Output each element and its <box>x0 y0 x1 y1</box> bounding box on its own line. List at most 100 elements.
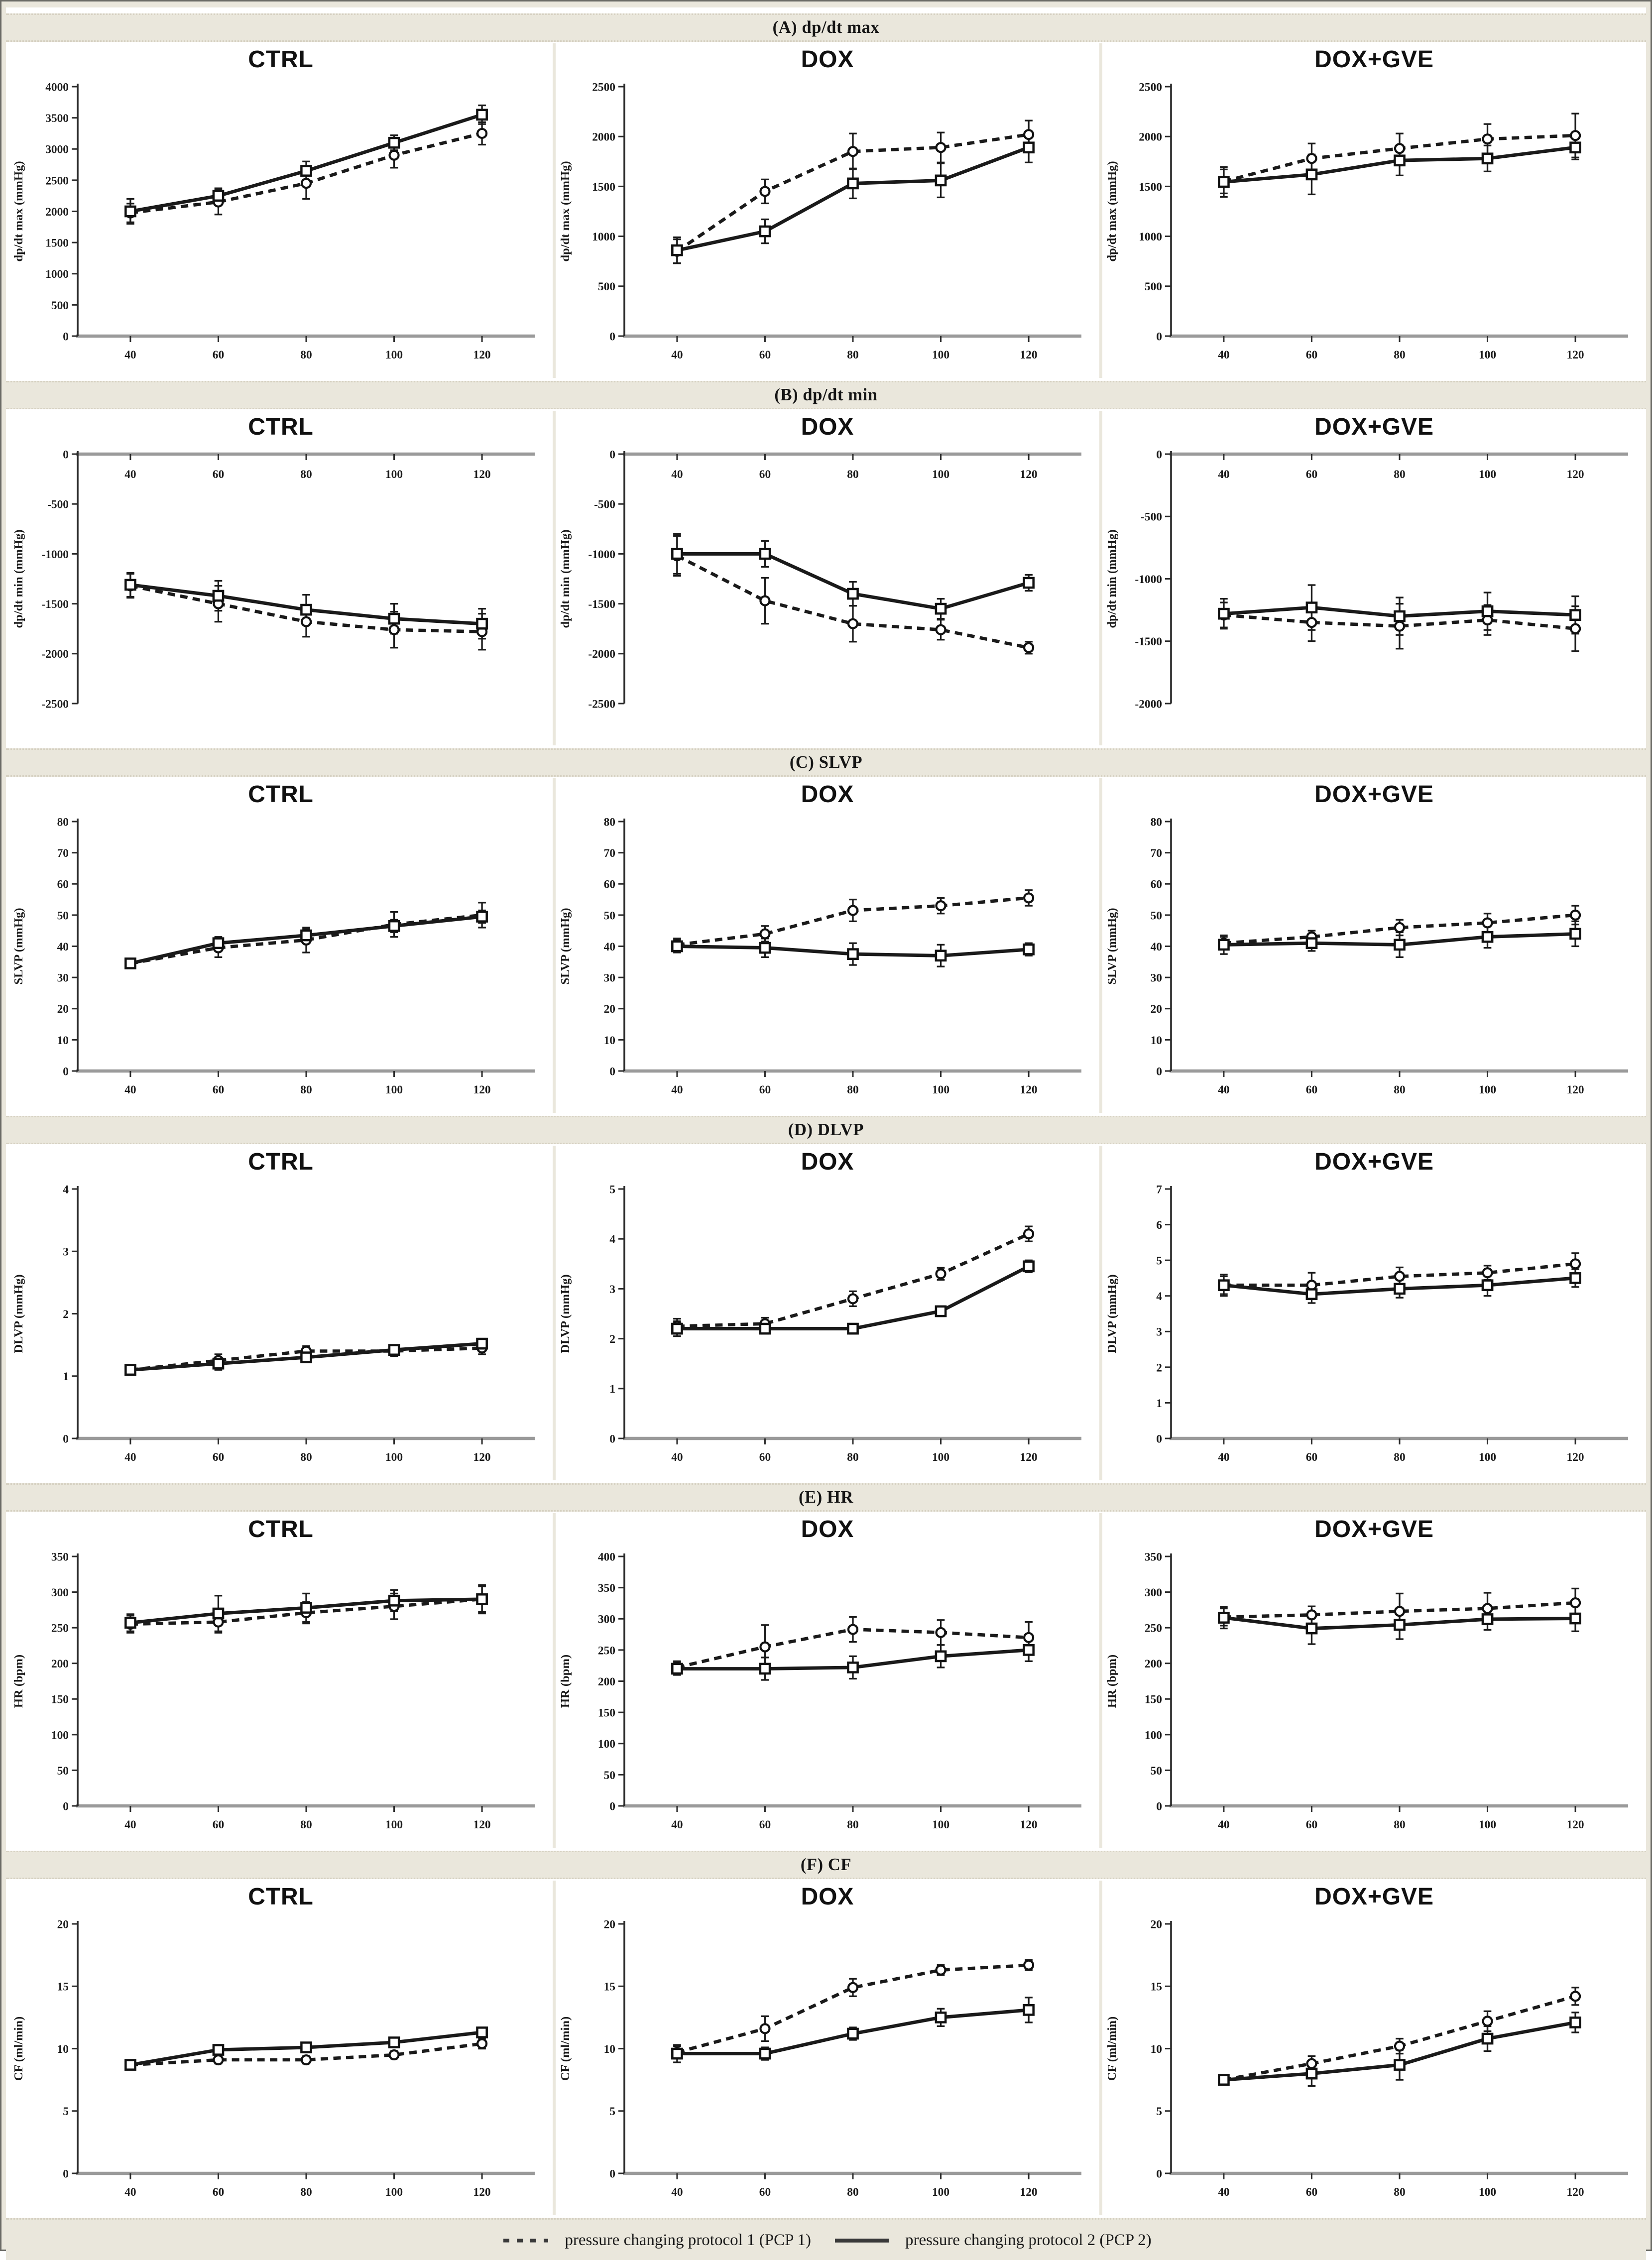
section-title-E: (E) HR <box>799 1488 853 1507</box>
svg-text:20: 20 <box>604 1918 615 1931</box>
group-title-DOX: DOX <box>801 783 854 808</box>
svg-text:2500: 2500 <box>45 174 69 187</box>
svg-text:-1000: -1000 <box>41 548 69 561</box>
svg-text:120: 120 <box>1567 1451 1584 1464</box>
svg-text:1000: 1000 <box>45 268 69 281</box>
svg-text:300: 300 <box>1145 1586 1162 1599</box>
svg-text:40: 40 <box>1218 468 1229 481</box>
chart-B-DOX: 0 -500 -1000 -1500 -2000 -2500 40 60 80 100 120 dp/… <box>559 448 1081 711</box>
chart-A-CTRL: 0 500 1000 1500 2000 2500 3000 3500 4000 40 60 80 10… <box>12 81 535 361</box>
group-title-DOX+GVE: DOX+GVE <box>1314 415 1434 441</box>
svg-text:120: 120 <box>1567 468 1584 481</box>
svg-text:40: 40 <box>1218 2186 1229 2199</box>
y-axis-label: CF (ml/min) <box>12 2017 25 2081</box>
svg-text:1: 1 <box>1156 1397 1162 1410</box>
section-title-band-C: (C) SLVP <box>6 748 1646 777</box>
svg-text:120: 120 <box>473 1818 491 1831</box>
svg-text:0: 0 <box>63 1432 69 1445</box>
chart-cell-C-DOX: DOX 0 10 20 30 40 50 60 70 80 40 60 80 100 120 SLVP (mm… <box>556 778 1102 1113</box>
section-title-band-B: (B) dp/dt min <box>6 381 1646 409</box>
svg-text:2: 2 <box>1156 1361 1162 1374</box>
svg-text:100: 100 <box>1479 1083 1496 1096</box>
y-axis-label: SLVP (mmHg) <box>559 908 572 984</box>
section-title-band-F: (F) CF <box>6 1851 1646 1879</box>
svg-text:80: 80 <box>847 349 858 361</box>
y-axis-label: HR (bpm) <box>12 1655 25 1708</box>
section-title-D: (D) DLVP <box>788 1121 864 1139</box>
chart-A-DOX+GVE: 0 500 1000 1500 2000 2500 40 60 80 100 120 dp/dt ma… <box>1105 81 1628 361</box>
y-axis-label: dp/dt min (mmHg) <box>12 529 25 628</box>
svg-text:40: 40 <box>671 1083 683 1096</box>
svg-text:80: 80 <box>300 349 312 361</box>
svg-text:-2500: -2500 <box>588 698 615 711</box>
svg-text:20: 20 <box>604 1003 615 1016</box>
legend-item-pcp2: pressure changing protocol 2 (PCP 2) <box>832 2231 1152 2249</box>
svg-text:80: 80 <box>1151 816 1162 829</box>
svg-text:40: 40 <box>124 2186 136 2199</box>
svg-text:-2500: -2500 <box>41 698 69 711</box>
svg-text:-2000: -2000 <box>41 648 69 661</box>
svg-text:1500: 1500 <box>1139 181 1162 194</box>
svg-text:3: 3 <box>63 1246 69 1259</box>
group-title-DOX+GVE: DOX+GVE <box>1314 1518 1434 1543</box>
svg-text:30: 30 <box>1151 972 1162 985</box>
svg-text:2500: 2500 <box>1139 81 1162 94</box>
svg-text:40: 40 <box>671 1451 683 1464</box>
svg-text:80: 80 <box>847 468 858 481</box>
chart-B-CTRL: 0 -500 -1000 -1500 -2000 -2500 40 60 80 100 120 dp/… <box>12 448 535 711</box>
svg-text:100: 100 <box>385 468 403 481</box>
svg-text:60: 60 <box>57 878 69 891</box>
svg-text:1: 1 <box>609 1383 615 1396</box>
svg-text:4: 4 <box>1156 1290 1162 1303</box>
group-title-CTRL: CTRL <box>248 1885 314 1910</box>
svg-text:60: 60 <box>759 1451 771 1464</box>
svg-text:80: 80 <box>1394 468 1405 481</box>
svg-text:1500: 1500 <box>45 237 69 250</box>
svg-text:100: 100 <box>51 1729 69 1742</box>
svg-text:200: 200 <box>598 1675 615 1688</box>
section-title-C: (C) SLVP <box>789 753 863 772</box>
svg-text:60: 60 <box>213 349 224 361</box>
svg-text:2: 2 <box>609 1333 615 1346</box>
svg-text:60: 60 <box>759 1083 771 1096</box>
chart-E-DOX+GVE: 0 50 100 150 200 250 300 350 40 60 80 100 120 HR (bpm… <box>1105 1550 1628 1831</box>
svg-text:70: 70 <box>57 847 69 860</box>
svg-text:120: 120 <box>1020 1083 1038 1096</box>
svg-text:300: 300 <box>51 1586 69 1599</box>
svg-text:150: 150 <box>598 1707 615 1720</box>
svg-text:120: 120 <box>1567 1818 1584 1831</box>
group-title-CTRL: CTRL <box>248 48 314 73</box>
svg-text:500: 500 <box>598 280 615 293</box>
svg-text:60: 60 <box>213 1818 224 1831</box>
svg-text:0: 0 <box>609 1800 615 1813</box>
svg-text:120: 120 <box>1020 2186 1038 2199</box>
svg-text:5: 5 <box>609 1183 615 1196</box>
svg-text:300: 300 <box>598 1613 615 1626</box>
group-title-CTRL: CTRL <box>248 1150 314 1176</box>
svg-text:60: 60 <box>213 468 224 481</box>
legend-item-pcp1: pressure changing protocol 1 (PCP 1) <box>500 2231 811 2249</box>
chart-cell-A-CTRL: CTRL 0 500 1000 1500 2000 2500 3000 3500 4000 40 60… <box>9 43 556 378</box>
svg-text:2: 2 <box>63 1308 69 1321</box>
svg-text:4: 4 <box>63 1183 69 1196</box>
charts-row-A: CTRL 0 500 1000 1500 2000 2500 3000 3500 4000 40 60… <box>6 42 1646 381</box>
svg-text:7: 7 <box>1156 1183 1162 1196</box>
svg-text:80: 80 <box>1394 2186 1405 2199</box>
svg-text:40: 40 <box>1151 941 1162 953</box>
group-title-DOX+GVE: DOX+GVE <box>1314 783 1434 808</box>
chart-cell-C-CTRL: CTRL 0 10 20 30 40 50 60 70 80 40 60 80 100 120 SLVP (m… <box>9 778 556 1113</box>
svg-text:250: 250 <box>51 1622 69 1635</box>
svg-text:-2000: -2000 <box>588 648 615 661</box>
charts-row-C: CTRL 0 10 20 30 40 50 60 70 80 40 60 80 100 120 SLVP (m… <box>6 777 1646 1116</box>
chart-cell-B-DOX: DOX 0 -500 -1000 -1500 -2000 -2500 40 60 80 100 120… <box>556 411 1102 745</box>
svg-text:60: 60 <box>1306 1818 1317 1831</box>
svg-text:0: 0 <box>609 330 615 343</box>
svg-text:120: 120 <box>473 2186 491 2199</box>
svg-text:4000: 4000 <box>45 81 69 94</box>
svg-text:60: 60 <box>604 878 615 891</box>
svg-text:350: 350 <box>1145 1550 1162 1563</box>
svg-text:40: 40 <box>604 941 615 953</box>
svg-text:40: 40 <box>124 1083 136 1096</box>
svg-text:0: 0 <box>609 1432 615 1445</box>
svg-text:5: 5 <box>1156 2105 1162 2118</box>
